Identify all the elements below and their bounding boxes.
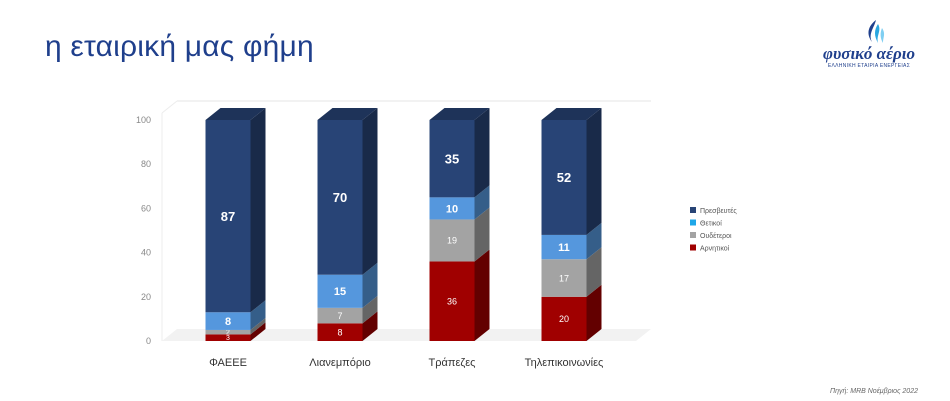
data-label: 8 [337, 327, 342, 337]
y-tick-label: 80 [141, 159, 151, 169]
bar-segment [541, 259, 587, 297]
data-label: 10 [446, 203, 458, 215]
legend-label: Ουδέτεροι [700, 232, 732, 240]
bar-segment [317, 323, 363, 341]
bar-segment-side [474, 108, 490, 198]
chart-floor [162, 329, 651, 341]
bar-segment-side [474, 185, 490, 220]
legend-label: Αρνητικοί [700, 245, 730, 253]
data-label: 52 [557, 170, 571, 185]
bar-segment [429, 120, 475, 198]
bar-segment-side [250, 322, 266, 341]
bar-segment [317, 274, 363, 308]
bar-segment-side [586, 222, 602, 260]
data-label: 19 [447, 236, 457, 246]
bar-segment [429, 261, 475, 341]
data-label: 11 [558, 242, 570, 254]
data-label: 8 [225, 316, 231, 328]
bar-segment [205, 120, 251, 313]
legend-label: Θετικοί [700, 220, 722, 228]
bar-segment-side [586, 247, 602, 297]
logo-subtext: ΕΛΛΗΝΙΚΗ ΕΤΑΙΡΙΑ ΕΝΕΡΓΕΙΑΣ [827, 63, 911, 69]
bar-top-face [317, 108, 378, 120]
bar-segment [541, 234, 587, 260]
legend-swatch [690, 219, 696, 226]
x-category-label: Τηλεπικοινωνίες [525, 357, 604, 369]
bar-segment [317, 307, 363, 324]
data-label: 2 [226, 330, 230, 337]
bar-segment-side [474, 249, 490, 341]
legend-swatch [690, 207, 696, 213]
source-note: Πηγή: MRB Νοέμβριος 2022 [830, 388, 918, 395]
bar-segment [541, 296, 587, 341]
bar-segment [205, 312, 251, 330]
bar-top-face [541, 108, 602, 120]
bar-segment [205, 329, 251, 335]
data-label: 7 [337, 311, 342, 321]
bar-segment-side [250, 108, 266, 313]
legend-label: Πρεσβευτές [700, 207, 737, 215]
bar-top-face [205, 108, 266, 120]
data-label: 35 [445, 151, 459, 166]
legend-swatch [690, 232, 696, 238]
data-label: 70 [333, 190, 347, 205]
data-label: 36 [447, 296, 457, 306]
y-tick-label: 20 [141, 292, 151, 302]
x-category-label: Τράπεζες [429, 357, 476, 369]
data-label: 15 [334, 286, 346, 298]
bar-segment [205, 334, 251, 341]
bar-segment-side [586, 108, 602, 235]
bar-segment [429, 197, 475, 220]
page-title: η εταιρική μας φήμη [45, 30, 314, 63]
bar-top-face [429, 108, 490, 120]
y-tick-label: 60 [141, 203, 151, 213]
flame-icon [868, 20, 885, 43]
bar-segment-side [362, 262, 378, 308]
bar-segment-side [250, 300, 266, 330]
company-logo: φυσικό αέριο ΕΛΛΗΝΙΚΗ ΕΤΑΙΡΙΑ ΕΝΕΡΓΕΙΑΣ [806, 16, 932, 72]
x-category-label: ΦΑΕΕΕ [209, 357, 247, 369]
data-label: 20 [559, 314, 569, 324]
y-tick-label: 100 [136, 115, 151, 125]
bar-segment-side [586, 284, 602, 341]
bar-segment [317, 120, 363, 275]
data-label: 3 [226, 335, 230, 342]
logo-text: φυσικό αέριο [823, 44, 915, 63]
y-tick-label: 40 [141, 248, 151, 258]
y-tick-label: 0 [146, 336, 151, 346]
bar-segment [541, 120, 587, 235]
bar-segment-side [250, 317, 266, 335]
chart-side-edge [161, 100, 178, 114]
bar-segment-side [362, 295, 378, 324]
bar-segment [429, 219, 475, 262]
bar-segment-side [362, 311, 378, 341]
data-label: 87 [221, 209, 235, 224]
x-category-label: Λιανεμπόριο [309, 357, 370, 369]
data-label: 17 [559, 273, 569, 283]
bar-segment-side [474, 207, 490, 262]
bar-segment-side [362, 108, 378, 275]
legend-swatch [690, 244, 696, 251]
